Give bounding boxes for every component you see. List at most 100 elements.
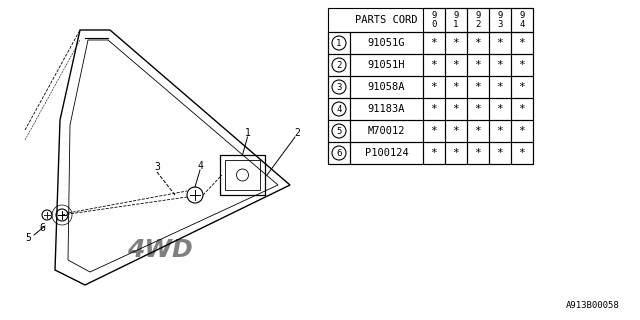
Bar xyxy=(350,54,423,76)
Bar xyxy=(511,8,533,32)
Bar xyxy=(328,120,350,142)
Text: *: * xyxy=(475,148,481,158)
Bar xyxy=(511,142,533,164)
Bar xyxy=(350,76,423,98)
Bar xyxy=(445,120,467,142)
Text: *: * xyxy=(452,82,460,92)
Text: 9
4: 9 4 xyxy=(519,11,525,29)
Bar xyxy=(511,76,533,98)
Bar xyxy=(511,32,533,54)
Bar xyxy=(423,32,445,54)
Text: *: * xyxy=(452,104,460,114)
Bar xyxy=(328,76,350,98)
Text: A913B00058: A913B00058 xyxy=(566,301,620,310)
Bar xyxy=(445,8,467,32)
Text: *: * xyxy=(497,104,504,114)
Bar xyxy=(423,120,445,142)
Text: 91051G: 91051G xyxy=(368,38,405,48)
Bar xyxy=(489,142,511,164)
Text: 9
3: 9 3 xyxy=(497,11,502,29)
Text: *: * xyxy=(518,60,525,70)
Text: 2: 2 xyxy=(294,128,300,138)
Bar xyxy=(489,8,511,32)
Bar xyxy=(328,98,350,120)
Text: *: * xyxy=(518,82,525,92)
Text: 91051H: 91051H xyxy=(368,60,405,70)
Text: 1: 1 xyxy=(244,128,250,138)
Text: 91058A: 91058A xyxy=(368,82,405,92)
Bar xyxy=(328,32,350,54)
Bar xyxy=(467,54,489,76)
Text: *: * xyxy=(431,126,437,136)
Bar xyxy=(445,32,467,54)
Text: *: * xyxy=(452,148,460,158)
Text: 4WD: 4WD xyxy=(127,238,193,262)
Text: *: * xyxy=(518,38,525,48)
Text: *: * xyxy=(497,82,504,92)
Bar xyxy=(489,98,511,120)
Bar xyxy=(467,32,489,54)
Bar xyxy=(489,76,511,98)
Bar xyxy=(445,142,467,164)
Text: 6: 6 xyxy=(39,223,45,233)
Bar xyxy=(328,54,350,76)
Text: *: * xyxy=(518,126,525,136)
Bar xyxy=(423,8,445,32)
Bar xyxy=(467,76,489,98)
Bar xyxy=(220,155,265,195)
Text: 1: 1 xyxy=(336,38,342,47)
Bar xyxy=(467,120,489,142)
Text: P100124: P100124 xyxy=(365,148,408,158)
Text: M70012: M70012 xyxy=(368,126,405,136)
Text: *: * xyxy=(497,126,504,136)
Text: *: * xyxy=(452,126,460,136)
Bar xyxy=(467,142,489,164)
Text: 2: 2 xyxy=(336,60,342,69)
Text: *: * xyxy=(497,38,504,48)
Text: 5: 5 xyxy=(25,233,31,243)
Bar xyxy=(467,8,489,32)
Text: 91183A: 91183A xyxy=(368,104,405,114)
Text: *: * xyxy=(452,60,460,70)
Text: *: * xyxy=(497,148,504,158)
Text: 9
0: 9 0 xyxy=(431,11,436,29)
Bar xyxy=(423,142,445,164)
Bar xyxy=(489,120,511,142)
Text: *: * xyxy=(452,38,460,48)
Bar xyxy=(328,142,350,164)
Text: 5: 5 xyxy=(336,126,342,135)
Text: *: * xyxy=(475,38,481,48)
Text: 6: 6 xyxy=(336,148,342,157)
Bar xyxy=(350,120,423,142)
Text: 3: 3 xyxy=(154,162,160,172)
Text: 3: 3 xyxy=(336,83,342,92)
Text: *: * xyxy=(431,60,437,70)
Bar xyxy=(511,120,533,142)
Bar xyxy=(511,54,533,76)
Text: 9
1: 9 1 xyxy=(453,11,459,29)
Bar xyxy=(423,54,445,76)
Text: *: * xyxy=(431,104,437,114)
Bar xyxy=(445,54,467,76)
Bar xyxy=(328,8,533,164)
Bar xyxy=(445,76,467,98)
Text: *: * xyxy=(518,104,525,114)
Text: 4: 4 xyxy=(197,161,203,171)
Text: PARTS CORD: PARTS CORD xyxy=(355,15,418,25)
Text: 9
2: 9 2 xyxy=(476,11,481,29)
Text: 4: 4 xyxy=(336,105,342,114)
Bar xyxy=(445,98,467,120)
Bar xyxy=(350,98,423,120)
Bar xyxy=(489,54,511,76)
Text: *: * xyxy=(497,60,504,70)
Bar xyxy=(511,98,533,120)
Bar xyxy=(467,98,489,120)
Bar xyxy=(225,160,260,190)
Bar xyxy=(350,32,423,54)
Text: *: * xyxy=(475,104,481,114)
Text: *: * xyxy=(518,148,525,158)
Text: *: * xyxy=(475,126,481,136)
Text: *: * xyxy=(475,82,481,92)
Bar xyxy=(423,98,445,120)
Text: *: * xyxy=(475,60,481,70)
